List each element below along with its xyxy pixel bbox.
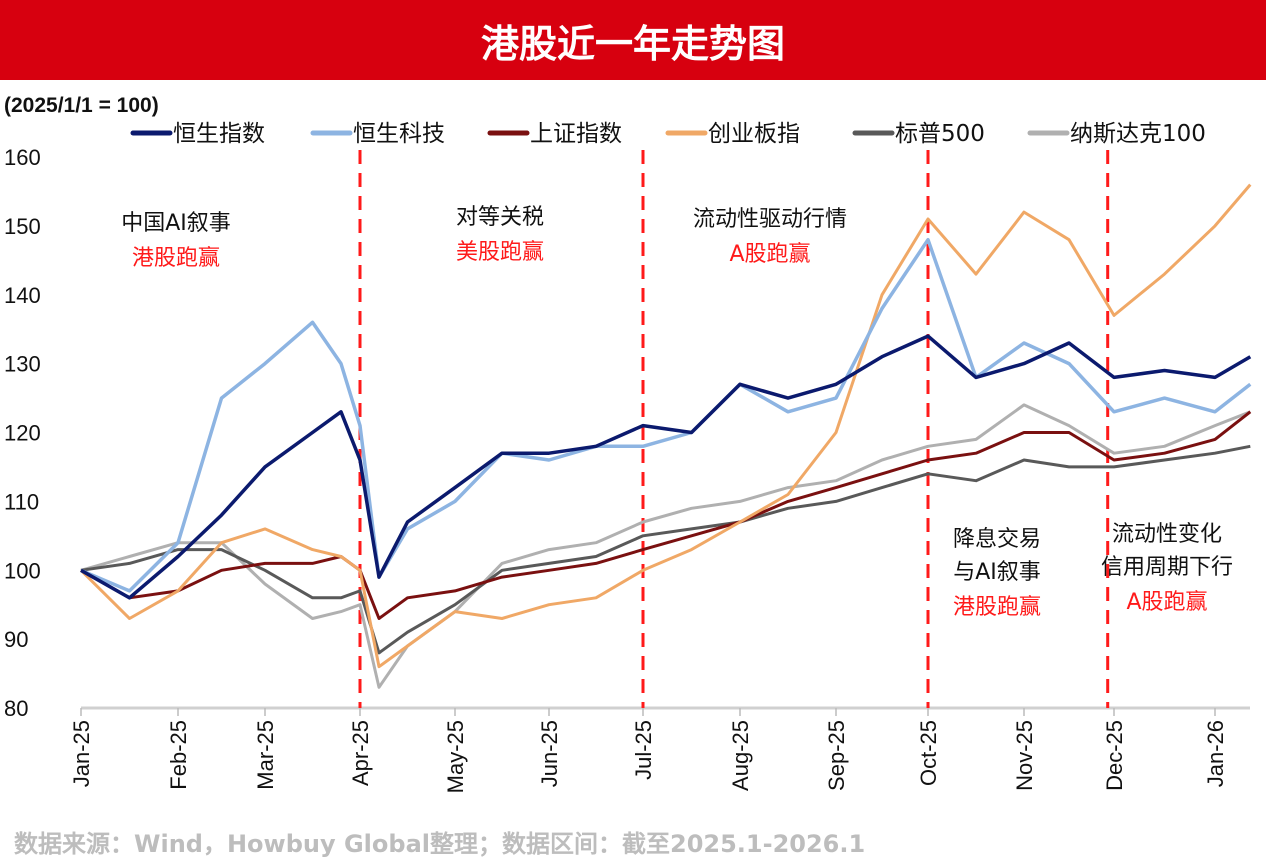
annotation-text: 与AI叙事 xyxy=(953,560,1041,585)
y-tick-label: 140 xyxy=(4,283,41,308)
y-tick-label: 100 xyxy=(4,558,41,583)
annotation-text: 流动性驱动行情 xyxy=(693,207,847,232)
title-bar: 港股近一年走势图 xyxy=(0,0,1266,80)
series-line-5 xyxy=(80,403,1251,689)
annotation-text: 流动性变化 xyxy=(1112,522,1222,547)
annotation-text: 降息交易 xyxy=(953,527,1041,552)
series-line-2 xyxy=(80,410,1252,620)
y-tick-label: 80 xyxy=(4,696,28,721)
y-tick-label: 120 xyxy=(4,421,41,446)
annotation-highlight: 港股跑赢 xyxy=(953,595,1041,620)
y-tick-label: 160 xyxy=(4,145,41,170)
x-tick-label: Feb-25 xyxy=(166,720,191,790)
series-line-0 xyxy=(80,334,1252,600)
series-line-1 xyxy=(80,237,1252,593)
y-tick-label: 150 xyxy=(4,214,41,239)
x-tick-label: Jan-26 xyxy=(1203,720,1228,787)
x-tick-label: Sep-25 xyxy=(824,720,849,791)
x-tick-label: Aug-25 xyxy=(728,720,753,791)
annotation-text: 信用周期下行 xyxy=(1101,555,1233,580)
x-tick-label: Oct-25 xyxy=(916,720,941,786)
chart-title: 港股近一年走势图 xyxy=(480,21,785,66)
legend-label: 创业板指 xyxy=(708,121,800,147)
annotation-highlight: 美股跑赢 xyxy=(456,240,544,265)
x-tick-label: Mar-25 xyxy=(253,720,278,790)
legend-label: 恒生指数 xyxy=(173,121,265,147)
annotation-text: 对等关税 xyxy=(456,205,544,230)
series-line-3 xyxy=(79,183,1252,669)
annotation-text: 中国AI叙事 xyxy=(121,211,231,236)
y-tick-label: 130 xyxy=(4,352,41,377)
legend-label: 标普500 xyxy=(895,121,985,147)
legend-label: 纳斯达克100 xyxy=(1070,121,1206,147)
legend-label: 上证指数 xyxy=(530,121,622,147)
legend-label: 恒生科技 xyxy=(353,121,445,147)
y-axis-label: (2025/1/1 = 100) xyxy=(4,94,159,117)
x-tick-label: Jul-25 xyxy=(631,720,656,780)
annotation-highlight: 港股跑赢 xyxy=(132,246,220,271)
x-tick-label: Apr-25 xyxy=(348,720,373,786)
annotation-highlight: A股跑赢 xyxy=(729,242,810,267)
x-tick-label: Jun-25 xyxy=(537,720,562,787)
x-tick-label: Nov-25 xyxy=(1012,720,1037,791)
x-tick-label: Dec-25 xyxy=(1102,720,1127,791)
source-footer: 数据来源：Wind，Howbuy Global整理；数据区间：截至2025.1-… xyxy=(14,830,866,858)
series-line-4 xyxy=(80,444,1251,655)
annotation-highlight: A股跑赢 xyxy=(1126,590,1207,615)
x-tick-label: Jan-25 xyxy=(69,720,94,787)
x-tick-label: May-25 xyxy=(443,720,468,793)
y-tick-label: 110 xyxy=(4,489,39,514)
y-tick-label: 90 xyxy=(4,627,28,652)
